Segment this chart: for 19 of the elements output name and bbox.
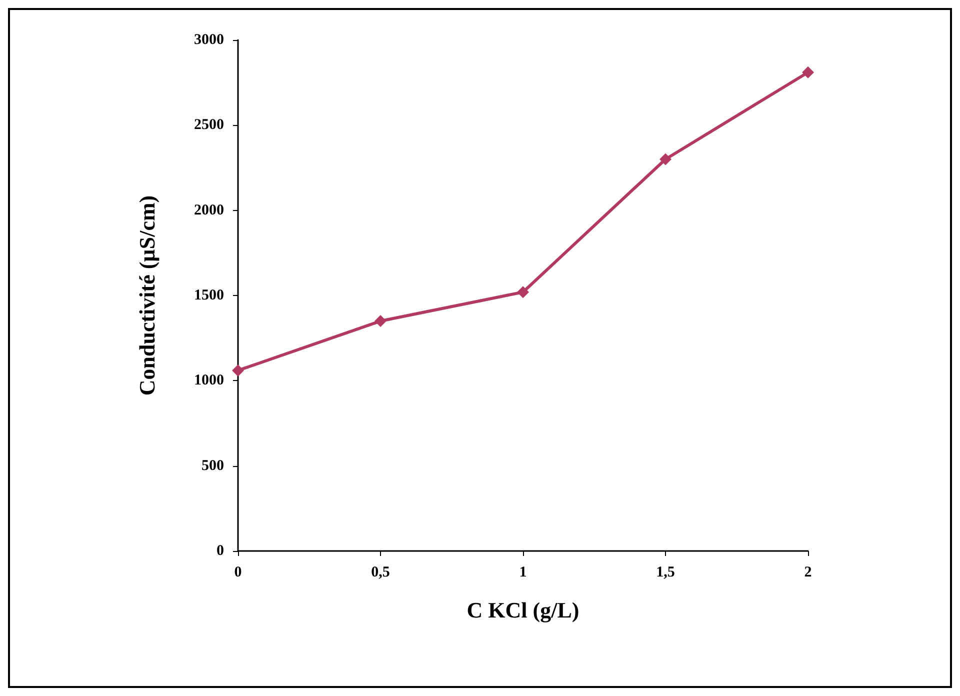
x-tick-label: 0,5 — [371, 564, 390, 580]
x-tick-label: 2 — [804, 564, 812, 580]
y-tick-label: 2000 — [194, 202, 224, 218]
y-tick-label: 500 — [202, 458, 224, 474]
point — [232, 364, 244, 376]
y-tick-label: 1500 — [194, 288, 224, 304]
x-axis-title: C KCl (g/L) — [466, 598, 580, 622]
y-tick-label: 1000 — [194, 372, 224, 389]
x-tick-label: 1 — [519, 564, 527, 580]
point — [802, 66, 814, 78]
point — [374, 315, 386, 328]
x-tick-label: 1,5 — [656, 564, 675, 580]
point — [517, 286, 529, 298]
y-tick-label: 2500 — [194, 117, 224, 134]
y-tick-label: 0 — [216, 543, 224, 559]
point — [660, 153, 672, 166]
y-tick-label: 3000 — [194, 32, 224, 48]
y-axis-title: Conductivité (µS/cm) — [134, 195, 160, 396]
x-tick-label: 0 — [234, 564, 242, 580]
